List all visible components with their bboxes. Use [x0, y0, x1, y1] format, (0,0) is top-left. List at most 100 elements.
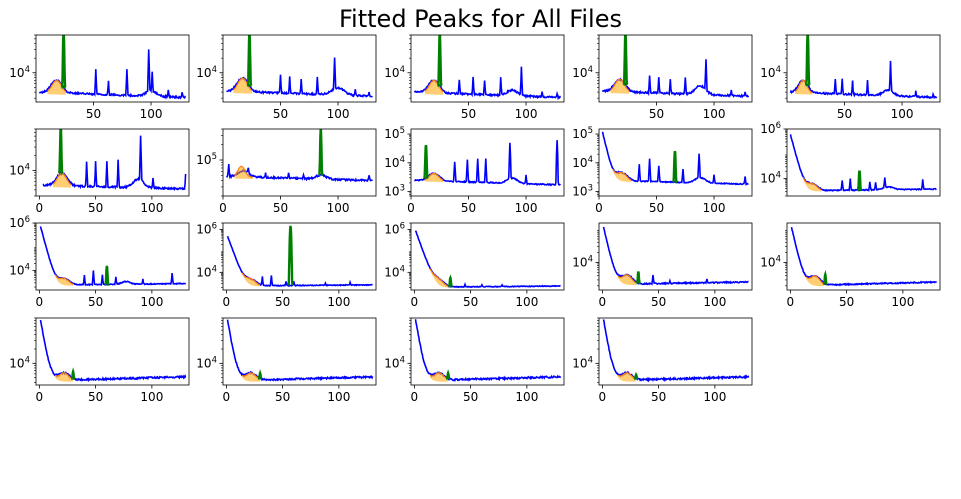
x-tick-label: 100	[515, 107, 538, 121]
fit-region-fill	[47, 80, 66, 95]
x-tick-label: 100	[891, 107, 914, 121]
x-tick-label: 50	[86, 107, 101, 121]
plot-area	[414, 230, 561, 289]
axes-frame	[35, 34, 190, 103]
subplot-7: 0 50 100 105	[196, 128, 377, 215]
raw-spectrum-line	[789, 134, 937, 192]
peak-line	[622, 35, 629, 86]
x-tick-label: 50	[88, 390, 103, 404]
x-tick-label: 100	[140, 107, 163, 121]
axes-frame	[598, 317, 753, 386]
raw-spectrum-line	[226, 319, 374, 382]
axes-frame	[598, 222, 753, 291]
raw-spectrum-line	[39, 319, 187, 383]
raw-spectrum-line	[789, 60, 938, 100]
y-tick-label: 104	[384, 155, 405, 170]
fit-curve	[424, 79, 444, 93]
raw-spectrum-line	[42, 135, 187, 192]
axes-frame	[410, 128, 565, 197]
x-tick-label: 100	[703, 295, 726, 309]
raw-spectrum-line	[414, 319, 562, 382]
fit-curve	[54, 274, 74, 285]
axes-frame	[786, 34, 941, 103]
peak-line	[633, 372, 639, 380]
subplot-2: 50 100 104	[196, 34, 377, 121]
axes-frame	[35, 317, 190, 386]
x-tick-label: 0	[223, 295, 231, 309]
fit-curve	[234, 165, 253, 178]
axes-frame	[598, 34, 753, 103]
peak-line	[318, 129, 324, 177]
x-tick-label: 0	[223, 390, 231, 404]
subplot-12: 0 50 100 104 106	[196, 221, 377, 309]
fit-curve	[617, 372, 637, 380]
plot-area	[602, 319, 750, 383]
x-tick-label: 50	[275, 295, 290, 309]
x-tick-label: 100	[327, 390, 350, 404]
fit-curve	[794, 79, 813, 94]
axes-frame	[222, 222, 377, 291]
peak-line	[257, 369, 263, 380]
subplot-14: 0 50 100 104	[572, 222, 753, 309]
x-tick-label: 50	[275, 390, 290, 404]
y-tick-label: 103	[572, 184, 593, 199]
plot-area	[601, 131, 749, 186]
fit-region-fill	[424, 80, 444, 95]
subplot-5: 50 100 104	[760, 34, 941, 121]
peak-line	[60, 35, 67, 89]
axes-frame	[222, 34, 377, 103]
x-tick-label: 100	[515, 295, 538, 309]
peak-line	[423, 144, 429, 180]
raw-spectrum-line	[38, 49, 187, 100]
plot-area	[226, 319, 374, 382]
plot-area	[38, 35, 187, 100]
x-tick-label: 50	[461, 201, 476, 215]
y-tick-label: 104	[572, 355, 593, 370]
plot-area	[601, 35, 750, 99]
fit-curve	[612, 168, 632, 181]
peak-line	[287, 225, 294, 286]
plot-area	[414, 319, 562, 382]
subplot-9: 0 50 100 103 104 105	[572, 126, 753, 215]
x-tick-label: 0	[36, 201, 44, 215]
x-tick-label: 50	[651, 295, 666, 309]
peak-line	[672, 150, 678, 184]
x-tick-label: 100	[891, 295, 914, 309]
x-tick-label: 0	[787, 295, 795, 309]
y-tick-label: 104	[9, 355, 30, 370]
y-tick-label: 104	[760, 65, 781, 80]
fit-region-fill	[55, 274, 74, 286]
axes-frame	[35, 128, 190, 197]
peak-line	[448, 274, 453, 288]
x-tick-label: 50	[461, 107, 476, 121]
y-tick-label: 104	[760, 254, 781, 269]
plot-area	[42, 129, 187, 192]
x-tick-label: 100	[140, 201, 163, 215]
x-tick-label: 0	[411, 390, 419, 404]
plot-area	[226, 225, 373, 288]
x-tick-label: 100	[703, 390, 726, 404]
fit-curve	[805, 275, 825, 285]
y-tick-label: 104	[384, 65, 405, 80]
fit-curve	[241, 372, 261, 380]
axes-frame	[222, 317, 377, 386]
y-tick-label: 104	[572, 254, 593, 269]
y-tick-label: 104	[384, 355, 405, 370]
x-tick-label: 100	[140, 390, 163, 404]
y-tick-label: 105	[384, 126, 405, 141]
x-tick-label: 50	[463, 295, 478, 309]
peak-line	[436, 35, 443, 88]
fit-curve	[54, 372, 74, 380]
peak-line	[70, 367, 76, 380]
x-tick-label: 50	[88, 295, 103, 309]
subplot-10: 104 106	[760, 121, 941, 197]
plot-area	[789, 35, 938, 100]
x-tick-label: 50	[649, 107, 664, 121]
fit-region-fill	[424, 173, 444, 183]
subplot-17: 0 50 100 104	[196, 317, 377, 404]
peak-line	[104, 265, 110, 286]
x-tick-label: 50	[88, 201, 103, 215]
y-tick-label: 105	[196, 152, 217, 167]
fit-region-fill	[795, 80, 813, 95]
x-tick-label: 50	[839, 295, 854, 309]
